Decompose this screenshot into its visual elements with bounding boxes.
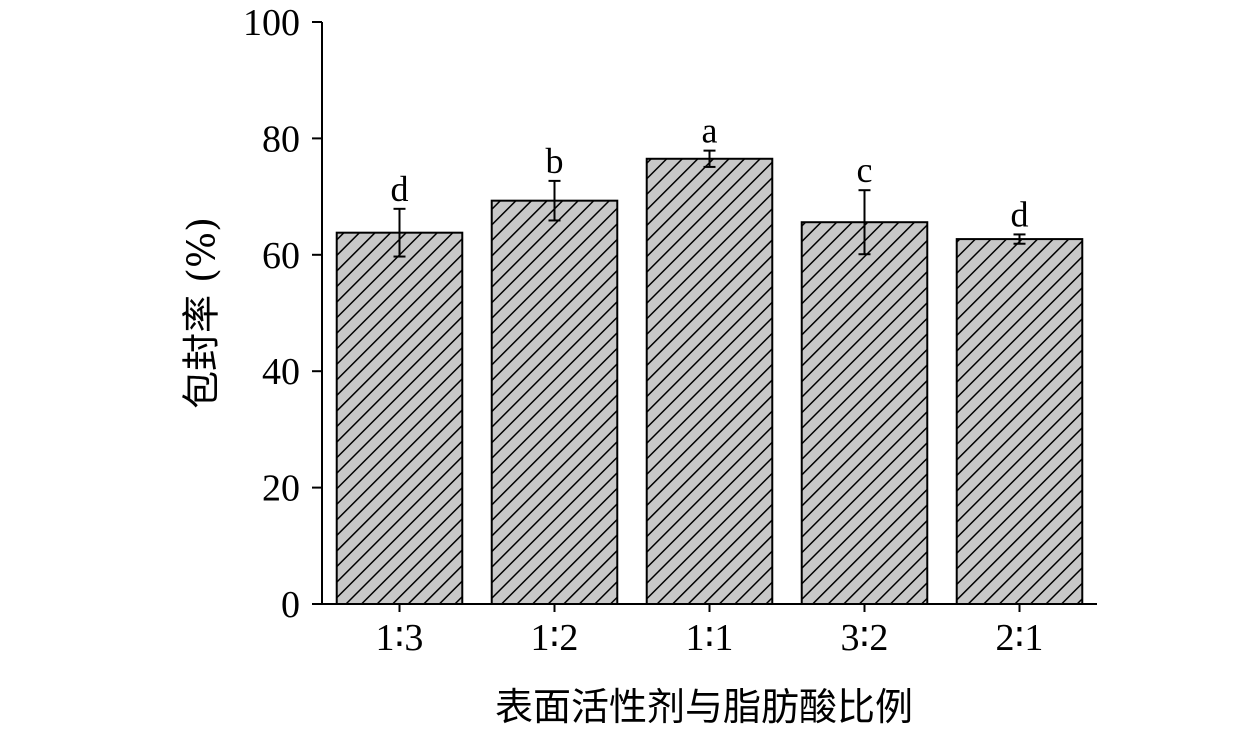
bar-2 [490,199,619,605]
error-bar-3 [703,149,716,168]
significance-label-3: a [702,111,718,151]
y-tick-label-100: 100 [243,2,300,44]
axes-layer [312,22,1097,605]
x-tick-label-1: 1∶3 [376,617,424,659]
y-tick-label-40: 40 [262,351,300,393]
x-tick-label-3: 1∶1 [686,617,734,659]
y-tick-label-80: 80 [262,118,300,160]
bar-4 [800,221,929,605]
bars-layer [335,157,1084,606]
x-tick-label-5: 2∶1 [996,617,1044,659]
significance-label-2: b [546,141,564,181]
y-axis-title: 包封率 (%) [180,217,224,409]
error-bar-2 [548,179,561,222]
x-labels-layer: 1∶3 1∶2 1∶1 3∶2 2∶1 [376,604,1044,659]
bar-5 [955,238,1084,605]
error-bar-1 [393,207,406,258]
significance-labels-layer: d b a c d [391,111,1029,235]
error-bar-5 [1013,233,1026,245]
error-bars-layer [393,149,1026,258]
y-tick-label-20: 20 [262,468,300,510]
y-ticks-layer: 0 20 40 60 80 100 [243,2,322,626]
x-tick-label-2: 1∶2 [531,617,579,659]
y-tick-label-60: 60 [262,235,300,277]
x-axis-title: 表面活性剂与脂肪酸比例 [495,685,913,729]
significance-label-1: d [391,169,409,209]
error-bar-4 [858,189,871,256]
significance-label-5: d [1011,194,1029,234]
bar-1 [335,231,464,606]
bar-3 [645,157,774,606]
significance-label-4: c [857,150,873,190]
y-tick-label-0: 0 [281,584,300,626]
x-tick-label-4: 3∶2 [841,617,889,659]
